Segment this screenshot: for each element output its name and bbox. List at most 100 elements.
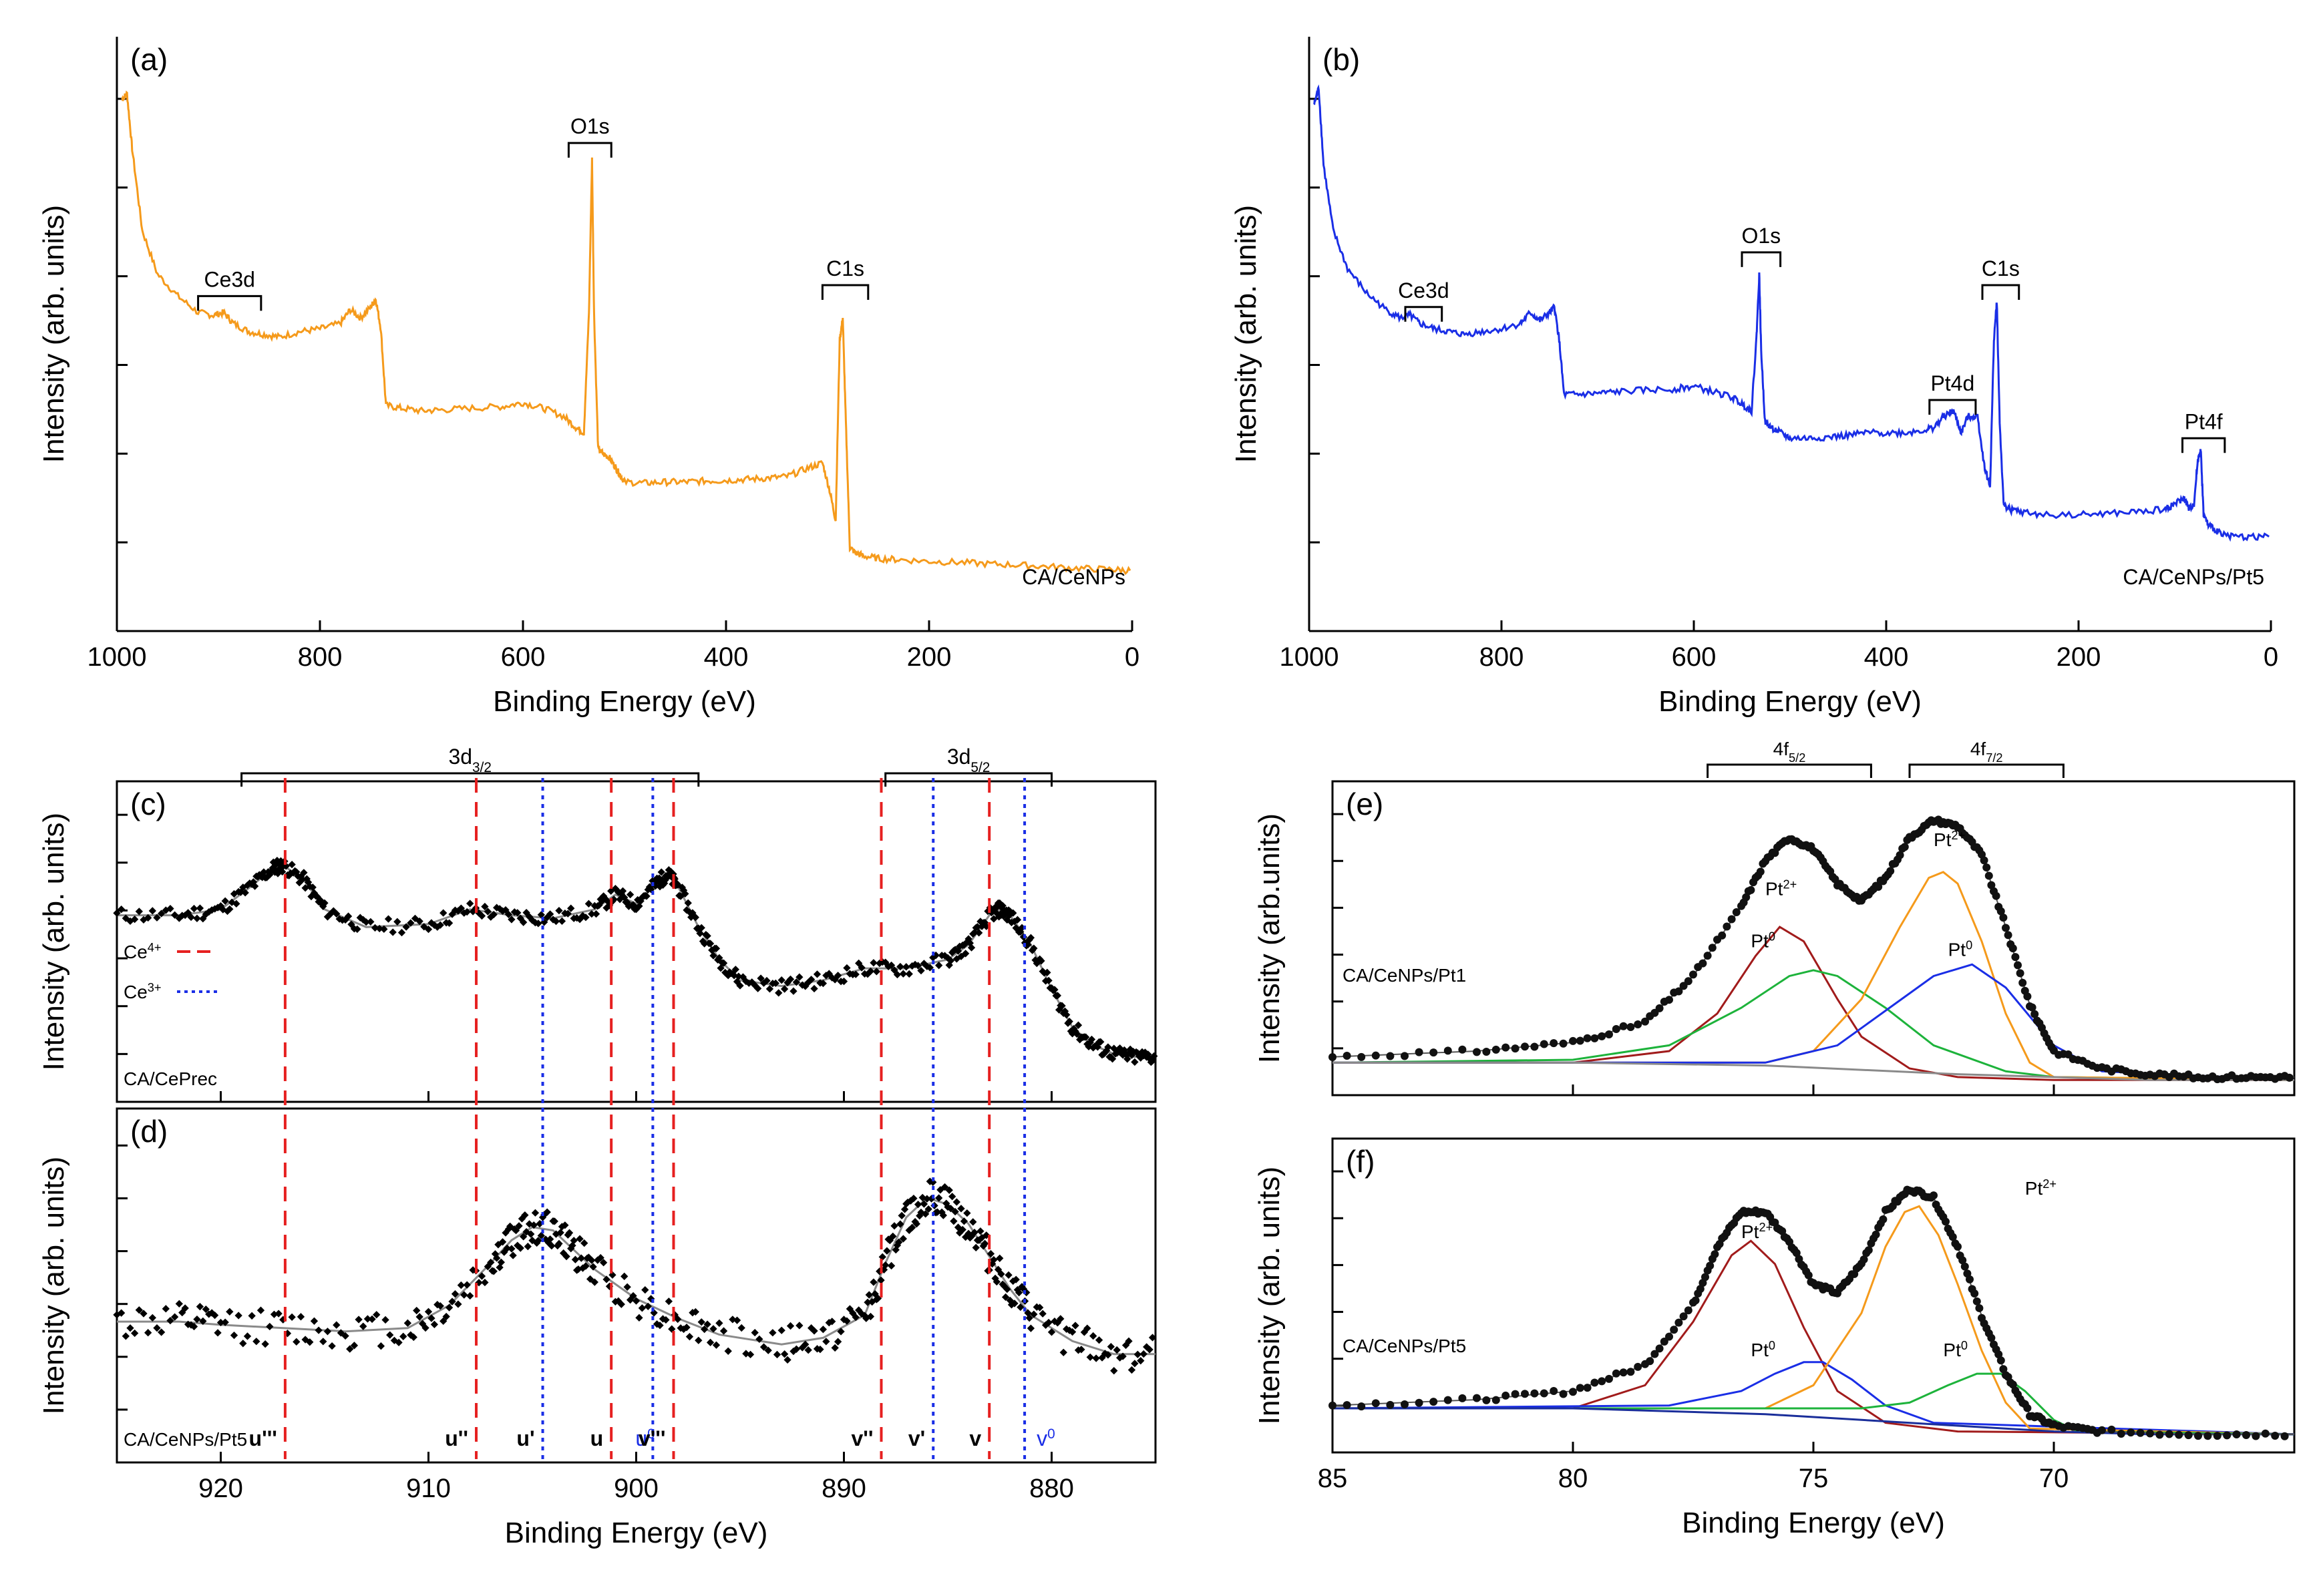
- panel-e-group-label-sub: 5/2: [1789, 751, 1805, 765]
- panel-d-data-point: [882, 1261, 890, 1269]
- panel-e-data-point: [1987, 881, 1996, 889]
- panel-d-data-point: [831, 1344, 839, 1352]
- panel-a-peak-bracket: [197, 294, 262, 311]
- panel-d-data-point: [1025, 1314, 1033, 1322]
- panel-e-data-point: [1874, 882, 1883, 891]
- panel-d-data-point: [1086, 1353, 1094, 1362]
- panel-d-data-point: [508, 1245, 516, 1253]
- panel-d-data-point: [162, 1305, 170, 1313]
- panel-d-data-point: [122, 1332, 130, 1340]
- panel-d-data-point: [706, 1338, 715, 1346]
- panel-f-data-point: [1612, 1369, 1620, 1378]
- panel-d-data-point: [293, 1338, 301, 1346]
- panel-f-data-point: [2261, 1429, 2270, 1438]
- panel-d-data-point: [373, 1311, 381, 1319]
- panel-c-data-point: [736, 982, 744, 990]
- panel-e-data-point: [1511, 1044, 1520, 1053]
- panel-d-data-point: [457, 1281, 466, 1289]
- panel-e-data-point: [1371, 1051, 1380, 1060]
- panel-d-data-point: [424, 1308, 433, 1316]
- panel-cd-group-bracket: [884, 772, 1053, 787]
- panel-c-data-point: [896, 962, 904, 971]
- panel-e-data-point: [1401, 1052, 1409, 1060]
- panel-e-peak-label: Pt2+: [1765, 878, 1797, 900]
- panel-e-data-point: [1540, 1040, 1548, 1048]
- panel-f-data-point: [1670, 1326, 1678, 1334]
- panel-c-data-point: [775, 989, 783, 997]
- panel-d-data-point: [683, 1324, 691, 1332]
- panel-d-data-point: [834, 1338, 842, 1346]
- panel-c-data-point: [870, 959, 878, 967]
- panel-f-data-point: [2023, 1404, 2032, 1412]
- panel-d-data-point: [976, 1227, 985, 1235]
- panel-e-group-label: 4f5/2: [1773, 739, 1806, 765]
- panel-b-x-tick-label: 400: [1864, 642, 1909, 672]
- panel-d-data-point: [588, 1256, 596, 1264]
- panel-d-data-point: [620, 1272, 629, 1280]
- panel-c-data-point: [1009, 909, 1017, 917]
- panel-d-line-label: v0: [1037, 1426, 1055, 1451]
- panel-c-legend-label-sup: 3+: [148, 981, 162, 994]
- panel-d-data-point: [914, 1200, 922, 1209]
- panel-f-data-point: [1987, 1334, 1996, 1342]
- panel-d-data-point: [922, 1210, 930, 1218]
- panel-f-data-point: [2127, 1428, 2135, 1437]
- panel-c-ylabel: Intensity (arb. units): [37, 813, 70, 1070]
- panel-d-data-point: [580, 1239, 588, 1247]
- panel-c-data-point: [905, 970, 913, 978]
- panel-d-data-point: [516, 1244, 524, 1252]
- panel-d-data-point: [1059, 1348, 1067, 1356]
- panel-d-data-point: [234, 1312, 242, 1320]
- panel-d-data-point: [490, 1267, 498, 1275]
- panel-d-x-tick-label: 900: [614, 1474, 659, 1503]
- panel-d-data-point: [140, 1310, 148, 1318]
- panel-e-group-label: 4f7/2: [1970, 739, 2003, 765]
- panel-f-data-point: [1994, 1350, 2003, 1359]
- panel-d-data-point: [1148, 1334, 1157, 1342]
- panel-a-x-tick-label: 0: [1125, 642, 1139, 672]
- panel-d-data-point: [895, 1238, 903, 1246]
- panel-c-data-point: [321, 899, 329, 907]
- panel-c-data-point: [187, 913, 195, 922]
- panel-d-data-point: [261, 1340, 269, 1348]
- panel-d-data-point: [409, 1333, 417, 1342]
- panel-d-data-point: [703, 1320, 711, 1328]
- panel-c-data-point: [1053, 992, 1062, 1000]
- panel-d-data-point: [662, 1316, 670, 1324]
- panel-d-data-point: [890, 1222, 898, 1230]
- panel-c-legend-label-base: Ce: [124, 982, 148, 1002]
- panel-e-component-line: [1332, 926, 2294, 1081]
- panel-c-data-point: [926, 964, 934, 972]
- panel-f-data-point: [1804, 1271, 1813, 1279]
- panel-d-data-point: [810, 1327, 818, 1335]
- panel-cd-group-label-base: 3d: [947, 745, 971, 769]
- panel-e-data-point: [1982, 863, 1991, 871]
- panel-f-data-point: [1706, 1261, 1715, 1270]
- panel-d-data-point: [970, 1229, 978, 1237]
- panel-e-data-point: [2004, 931, 2012, 940]
- panel-d-data-point: [546, 1235, 554, 1243]
- panel-b-x-tick-label: 600: [1672, 642, 1717, 672]
- panel-c-data-point: [375, 924, 383, 933]
- panel-d-data-point: [1003, 1285, 1011, 1293]
- panel-f-data-point: [1864, 1246, 1873, 1255]
- panel-f-data-point: [1429, 1398, 1438, 1406]
- panel-c-data-point: [684, 899, 692, 907]
- panel-d-data-point: [1089, 1332, 1097, 1340]
- panel-d-data-point: [786, 1322, 795, 1330]
- panel-c-legend-label-base: Ce: [124, 942, 148, 962]
- panel-e-data-point: [1896, 851, 1904, 859]
- panel-f-component-line: [1332, 1239, 2295, 1436]
- panel-d-data-point: [497, 1258, 506, 1266]
- panel-c-data-point: [703, 932, 711, 940]
- panel-d-data-point: [733, 1316, 741, 1324]
- panel-d-data-point: [764, 1346, 772, 1354]
- panel-e-peak-label: Pt0: [1948, 938, 1973, 960]
- panel-f-data-point: [1696, 1285, 1705, 1293]
- panel-e-peak-label-base: Pt: [1765, 879, 1783, 900]
- panel-c-data-point: [887, 961, 896, 970]
- panel-b-x-tick-label: 0: [2264, 642, 2278, 672]
- panel-d-data-point: [900, 1205, 909, 1213]
- panel-d-data-point: [556, 1229, 564, 1237]
- panel-d-data-point: [623, 1283, 631, 1291]
